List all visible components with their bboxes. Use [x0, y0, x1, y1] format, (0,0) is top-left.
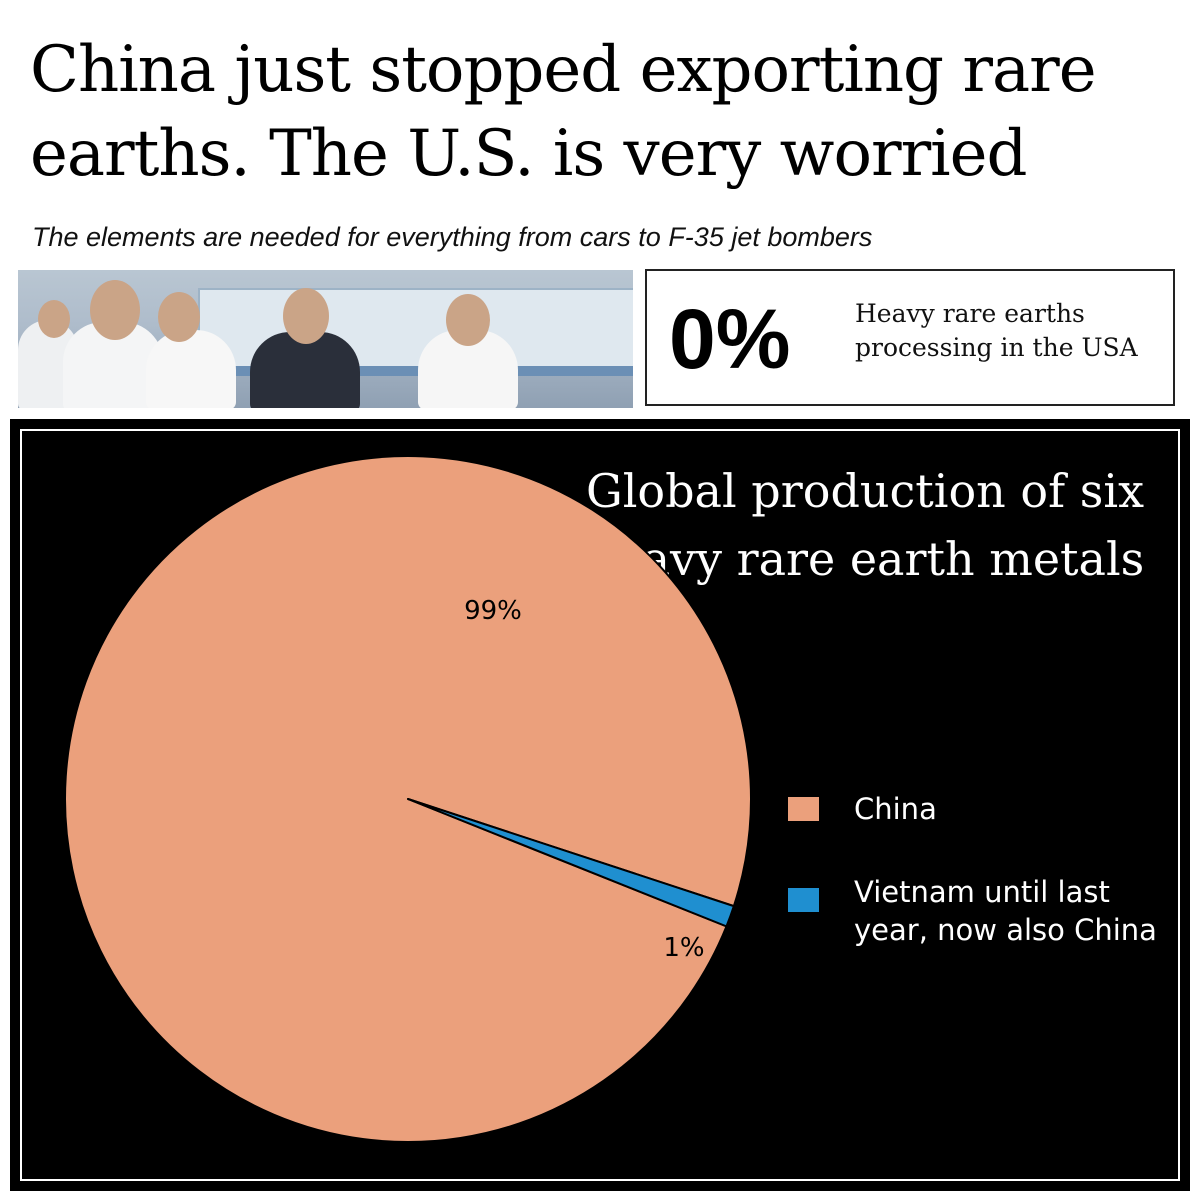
headline: China just stopped exporting rare earths… — [30, 33, 1097, 191]
legend-label-vietnam: Vietnam until last year, now also China — [854, 875, 1157, 947]
pie-chart: 99% 1% — [64, 455, 752, 1143]
data-label-vietnam: 1% — [663, 933, 704, 963]
photo-person-head — [38, 300, 70, 338]
chart-panel: Global production of six heavy rare eart… — [10, 419, 1190, 1191]
chart-title: Global production of six heavy rare eart… — [585, 464, 1145, 586]
stat-box: 0% Heavy rare earths processing in the U… — [645, 269, 1175, 406]
pie-slice-vietnam — [407, 798, 735, 928]
photo-person-head — [90, 280, 140, 340]
legend-swatch-china — [788, 797, 819, 821]
stat-label: Heavy rare earths processing in the USA — [855, 299, 1138, 362]
photo-person-head — [158, 292, 200, 342]
data-label-china: 99% — [464, 596, 522, 626]
photo-person-head — [446, 294, 490, 346]
news-photo — [18, 270, 633, 408]
photo-person — [250, 332, 360, 408]
chart-frame — [20, 429, 1180, 1181]
photo-person-head — [283, 288, 329, 344]
legend-swatch-vietnam — [788, 888, 819, 912]
photo-person — [146, 330, 236, 408]
legend-label-china: China — [854, 792, 937, 826]
stat-value: 0% — [669, 292, 791, 386]
subheadline: The elements are needed for everything f… — [32, 222, 873, 252]
